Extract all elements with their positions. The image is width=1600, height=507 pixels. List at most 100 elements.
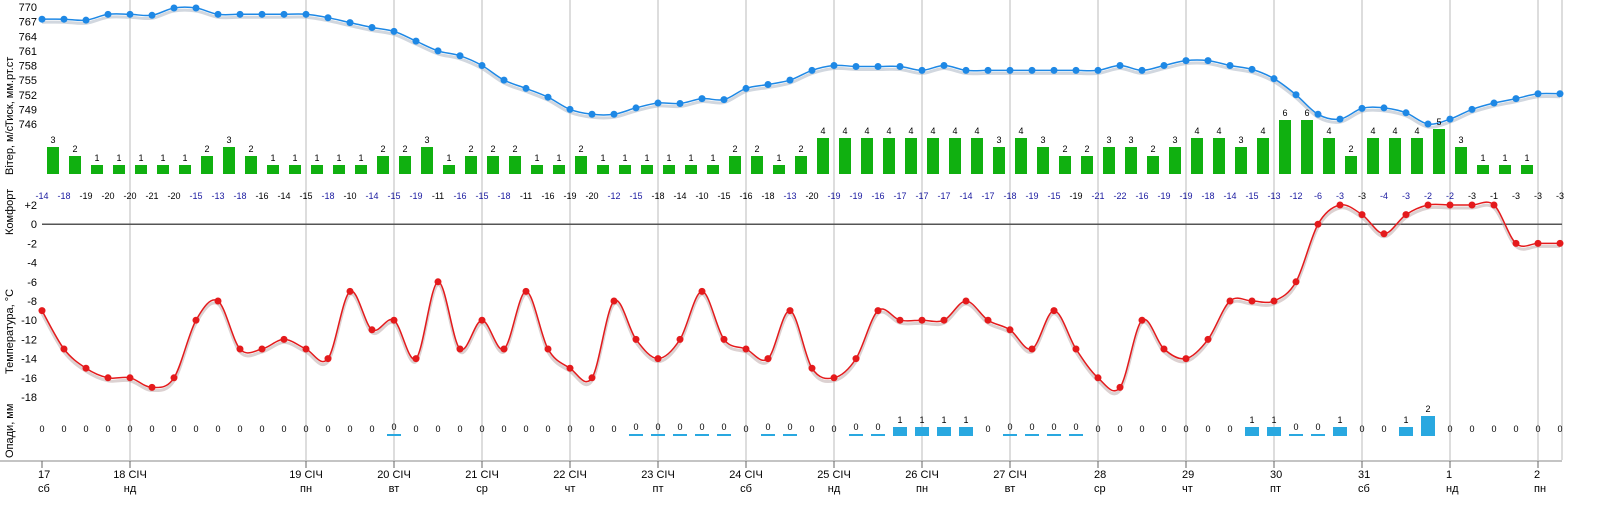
precip-value-label: 1 bbox=[897, 415, 902, 425]
pressure-point bbox=[82, 16, 90, 24]
pressure-point bbox=[170, 4, 178, 12]
comfort-value-label: -12 bbox=[607, 191, 620, 201]
precip-trace-bar bbox=[1003, 434, 1017, 436]
precip-value-label: 0 bbox=[435, 424, 440, 434]
comfort-value-label: -19 bbox=[409, 191, 422, 201]
wind-value-label: 4 bbox=[1370, 126, 1375, 136]
wind-value-label: 2 bbox=[468, 144, 473, 154]
pressure-point bbox=[1424, 120, 1432, 128]
wind-value-label: 1 bbox=[710, 153, 715, 163]
precip-trace-bar bbox=[1025, 434, 1039, 436]
pressure-point bbox=[1490, 99, 1498, 107]
pressure-point bbox=[1028, 66, 1036, 74]
day-label: 23 СІЧ bbox=[641, 469, 675, 481]
temperature-point bbox=[1446, 201, 1454, 209]
comfort-value-label: -6 bbox=[1314, 191, 1322, 201]
wind-value-label: 4 bbox=[842, 126, 847, 136]
wind-bar bbox=[201, 156, 213, 174]
comfort-value-label: -18 bbox=[651, 191, 664, 201]
wind-bar bbox=[1301, 120, 1313, 174]
wind-bar bbox=[1015, 138, 1027, 174]
temperature-panel: -18 -16 -14 -12 -10 -8 -6 -4 -2 0 +2 bbox=[21, 200, 1564, 404]
temperature-point bbox=[324, 355, 332, 363]
pressure-point bbox=[962, 66, 970, 74]
precip-value-label: 0 bbox=[523, 424, 528, 434]
temperature-point bbox=[500, 345, 508, 353]
temperature-point bbox=[368, 326, 376, 334]
pressure-point bbox=[830, 62, 838, 69]
temperature-point bbox=[566, 364, 574, 372]
comfort-value-label: -20 bbox=[101, 191, 114, 201]
precip-trace-bar bbox=[761, 434, 775, 436]
pressure-panel: 746 749 752 755 758 761 764 767 770 bbox=[19, 2, 1564, 131]
wind-bar bbox=[553, 165, 565, 174]
comfort-value-label: -15 bbox=[387, 191, 400, 201]
wind-value-label: 1 bbox=[666, 153, 671, 163]
precip-value-label: 0 bbox=[1095, 424, 1100, 434]
temperature-point bbox=[1336, 201, 1344, 209]
pressure-tick-label: 746 bbox=[19, 119, 37, 131]
wind-bar bbox=[135, 165, 147, 174]
wind-axis-label: Вітер, м/с bbox=[4, 125, 16, 175]
wind-bar bbox=[1125, 147, 1137, 174]
day-label: 25 СІЧ bbox=[817, 469, 851, 481]
precip-bar bbox=[1333, 427, 1347, 436]
weekday-label: сб bbox=[740, 483, 752, 495]
pressure-line-shadow bbox=[41, 8, 1561, 129]
pressure-point bbox=[214, 10, 222, 18]
temperature-tick-label: -8 bbox=[27, 296, 37, 308]
comfort-value-label: -2 bbox=[1424, 191, 1432, 201]
precip-value-label: 0 bbox=[875, 422, 880, 432]
pressure-point bbox=[940, 62, 948, 69]
precip-value-label: 0 bbox=[1447, 424, 1452, 434]
wind-bar bbox=[729, 156, 741, 174]
day-label: 31 bbox=[1358, 469, 1370, 481]
wind-bar bbox=[1433, 129, 1445, 174]
comfort-value-label: -2 bbox=[1446, 191, 1454, 201]
temperature-point bbox=[786, 307, 794, 315]
weekday-label: чт bbox=[1182, 483, 1193, 495]
comfort-value-label: -21 bbox=[1091, 191, 1104, 201]
precip-value-label: 1 bbox=[1249, 415, 1254, 425]
precip-value-label: 0 bbox=[787, 422, 792, 432]
wind-value-label: 2 bbox=[248, 144, 253, 154]
temperature-point bbox=[412, 355, 420, 363]
precip-value-label: 0 bbox=[1007, 422, 1012, 432]
weekday-label: пн bbox=[300, 483, 312, 495]
precip-trace-bar bbox=[673, 434, 687, 436]
weekday-label: сб bbox=[1358, 483, 1370, 495]
precip-value-label: 0 bbox=[1315, 422, 1320, 432]
precip-value-label: 0 bbox=[1205, 424, 1210, 434]
temperature-point bbox=[1292, 278, 1300, 286]
pressure-point bbox=[236, 10, 244, 18]
pressure-point bbox=[896, 62, 904, 70]
precipitation-axis-label: Опади, мм bbox=[4, 404, 16, 458]
wind-value-label: 4 bbox=[930, 126, 935, 136]
wind-value-label: 3 bbox=[1106, 135, 1111, 145]
precip-trace-bar bbox=[1289, 434, 1303, 436]
temperature-point bbox=[1204, 335, 1212, 343]
temperature-point bbox=[1468, 201, 1476, 209]
comfort-value-label: -1 bbox=[1490, 191, 1498, 201]
precip-value-label: 0 bbox=[1513, 424, 1518, 434]
temperature-point bbox=[632, 335, 640, 343]
pressure-point bbox=[412, 37, 420, 45]
pressure-point bbox=[918, 66, 926, 74]
comfort-value-label: -18 bbox=[57, 191, 70, 201]
comfort-value-label: -11 bbox=[432, 191, 444, 201]
temperature-point bbox=[236, 345, 244, 353]
wind-value-label: 1 bbox=[94, 153, 99, 163]
wind-value-label: 1 bbox=[314, 153, 319, 163]
comfort-value-label: -4 bbox=[1380, 191, 1388, 201]
pressure-axis-label: Тиск, мм.рт.ст bbox=[4, 57, 16, 127]
wind-bar bbox=[685, 165, 697, 174]
wind-value-label: 4 bbox=[1414, 126, 1419, 136]
wind-bar bbox=[1169, 147, 1181, 174]
pressure-point bbox=[1116, 62, 1124, 69]
temperature-tick-label: -4 bbox=[27, 258, 37, 270]
temperature-point bbox=[610, 297, 618, 305]
wind-bar bbox=[1477, 165, 1489, 174]
comfort-value-label: -16 bbox=[255, 191, 268, 201]
precip-bar bbox=[893, 427, 907, 436]
comfort-value-label: -10 bbox=[695, 191, 708, 201]
